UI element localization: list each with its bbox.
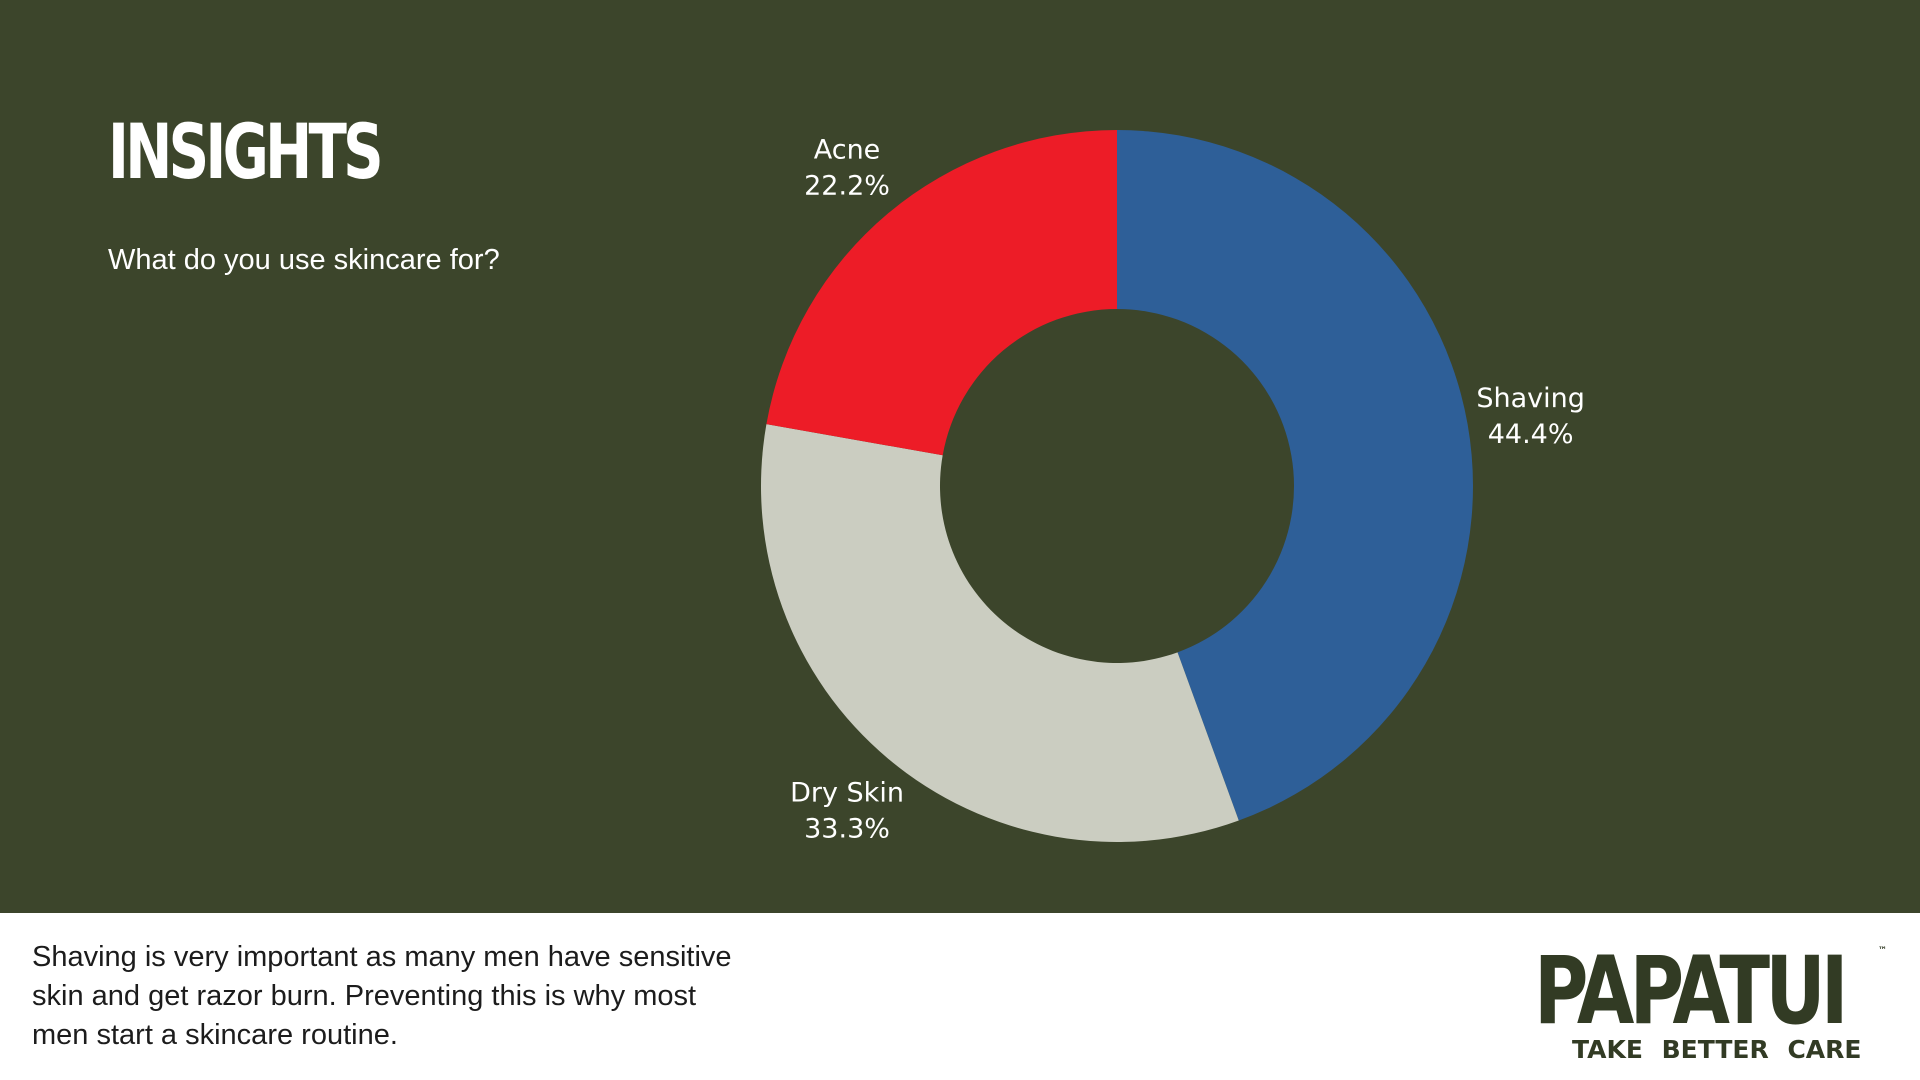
footer-note: Shaving is very important as many men ha… <box>32 941 732 1051</box>
donut-chart: Shaving 44.4% Dry Skin 33.3% Acne 22.2% <box>761 130 1585 845</box>
chart-labels: Shaving 44.4% Dry Skin 33.3% Acne 22.2% <box>790 134 1585 844</box>
slice-acne <box>766 130 1117 456</box>
slice-shaving <box>1117 130 1473 821</box>
survey-question: What do you use skincare for? <box>108 244 500 276</box>
trademark-symbol: ™ <box>1878 946 1887 956</box>
slice-label-dry-skin: Dry Skin 33.3% <box>790 778 904 845</box>
category-label: Acne <box>814 134 881 165</box>
slice-label-shaving: Shaving 44.4% <box>1476 383 1585 450</box>
brand-tagline: TAKE BETTER CARE <box>1572 1035 1862 1064</box>
brand-logo: PAPATUI <box>1534 937 1849 1046</box>
slice-label-acne: Acne 22.2% <box>804 134 890 201</box>
slice-dry-skin <box>761 424 1239 842</box>
percent-label: 33.3% <box>804 814 890 845</box>
category-label: Shaving <box>1476 383 1585 414</box>
percent-label: 44.4% <box>1488 419 1574 450</box>
category-label: Dry Skin <box>790 778 904 809</box>
page-title: INSIGHTS <box>108 107 384 196</box>
brand-block: PAPATUI ™ TAKE BETTER CARE <box>1528 942 1888 1068</box>
chart-slices <box>761 130 1473 842</box>
percent-label: 22.2% <box>804 170 890 201</box>
